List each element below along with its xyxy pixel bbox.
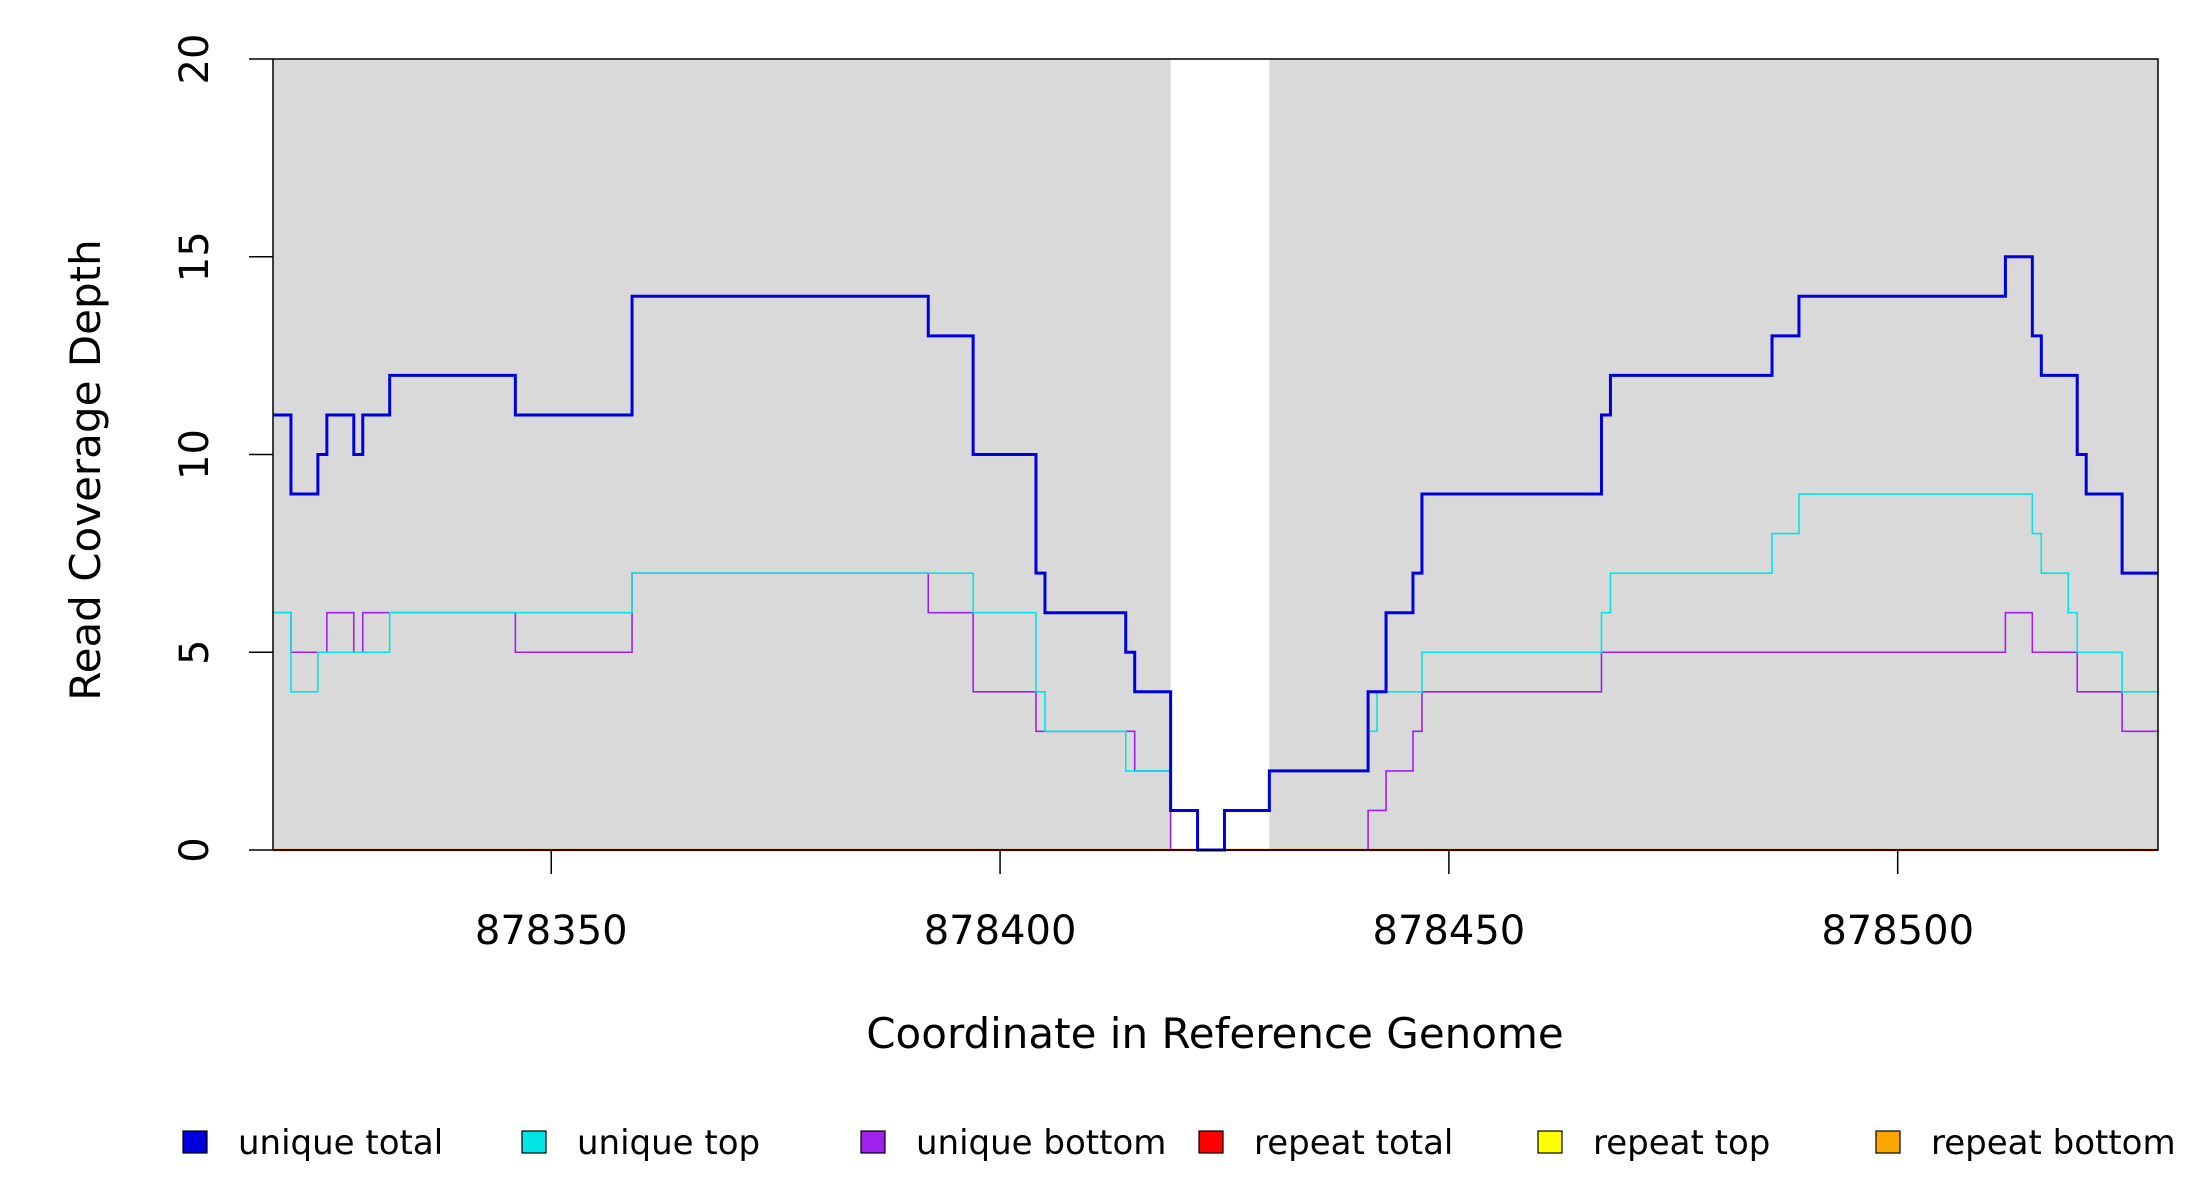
legend-swatch (1198, 1130, 1224, 1154)
legend-swatch (860, 1130, 886, 1154)
legend-label: unique bottom (916, 1123, 1166, 1163)
y-tick-label: 10 (172, 429, 218, 480)
legend-label: unique top (577, 1123, 760, 1163)
x-tick-label: 878400 (924, 908, 1077, 954)
legend-swatch (182, 1130, 208, 1154)
legend-label: repeat total (1254, 1123, 1453, 1163)
y-tick-label: 0 (172, 837, 218, 862)
y-tick-label: 15 (172, 231, 218, 282)
legend-item-repeat-total: repeat total (1198, 1123, 1453, 1163)
low-coverage-region (1170, 59, 1270, 850)
legend-item-repeat-bottom: repeat bottom (1875, 1123, 2176, 1163)
legend-label: repeat top (1593, 1123, 1770, 1163)
legend-item-unique-total: unique total (182, 1123, 443, 1163)
legend-swatch (521, 1130, 547, 1154)
legend-swatch (1537, 1130, 1563, 1154)
y-axis-title: Read Coverage Depth (61, 239, 110, 700)
legend: unique total unique top unique bottom repea… (182, 1123, 2176, 1163)
x-axis-title: Coordinate in Reference Genome (866, 1009, 1564, 1058)
legend-item-unique-top: unique top (521, 1123, 760, 1163)
legend-item-repeat-top: repeat top (1537, 1123, 1770, 1163)
y-tick-label: 5 (172, 640, 218, 665)
legend-label: unique total (238, 1123, 443, 1163)
x-tick-label: 878500 (1821, 908, 1974, 954)
plot-area (273, 59, 2158, 850)
x-tick-label: 878450 (1373, 908, 1526, 954)
x-tick-label: 878350 (475, 908, 628, 954)
axes-layer: 0 5 10 15 20 878350 878400 878450 878500 (172, 34, 2159, 954)
legend-swatch (1875, 1130, 1901, 1154)
legend-item-unique-bottom: unique bottom (860, 1123, 1166, 1163)
legend-label: repeat bottom (1931, 1123, 2176, 1163)
y-tick-label: 20 (172, 34, 218, 85)
plot-frame (273, 58, 2159, 851)
